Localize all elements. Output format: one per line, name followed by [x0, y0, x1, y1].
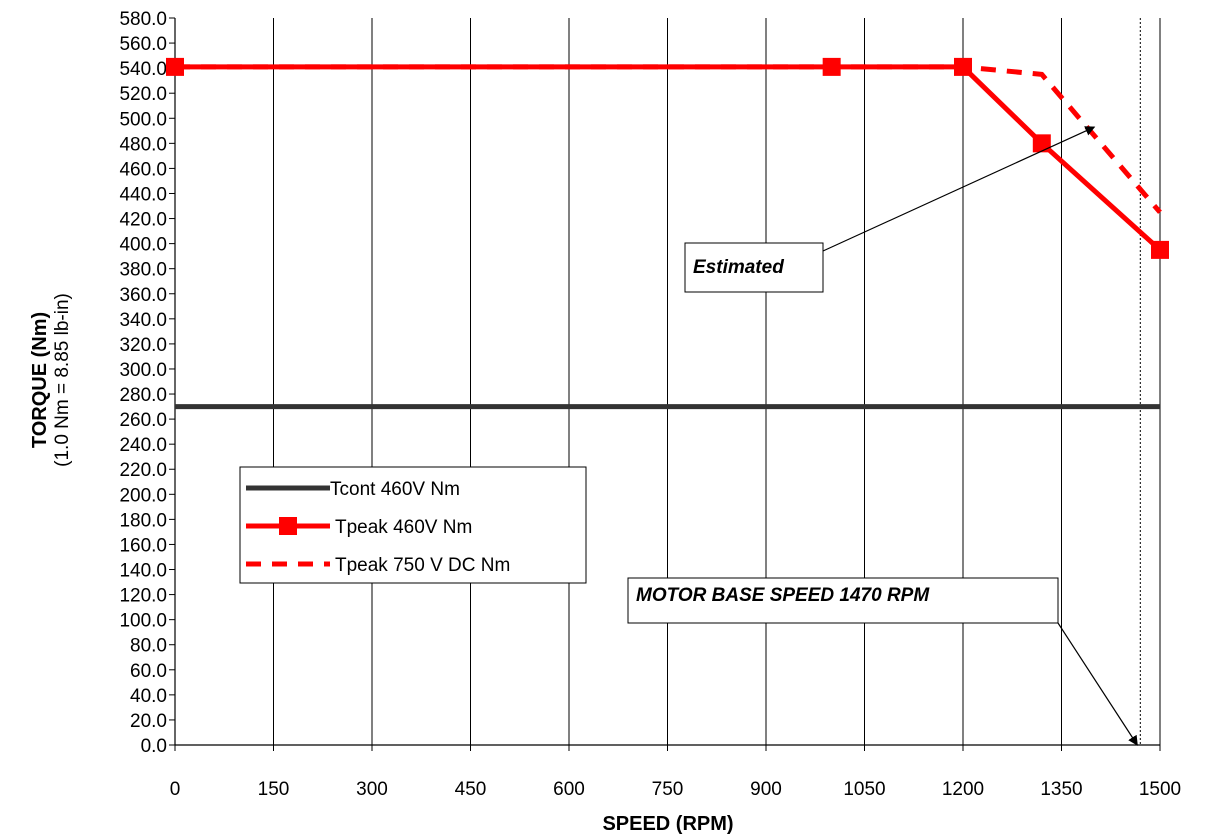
y-tick-label-380.0: 380.0: [119, 260, 167, 281]
y-tick-label-560.0: 560.0: [119, 34, 167, 55]
series-markers: [166, 57, 1169, 259]
y-tick-label-280.0: 280.0: [119, 385, 167, 406]
y-tick-label-460.0: 460.0: [119, 159, 167, 180]
legend-item-tcont: Tcont 460V Nm: [246, 479, 460, 500]
y-axis-subtitle: (1.0 Nm = 8.85 lb-in): [52, 293, 73, 467]
series-1-marker-3: [1032, 134, 1051, 153]
y-tick-label-160.0: 160.0: [119, 535, 167, 556]
legend-label-tcont: Tcont 460V Nm: [330, 479, 460, 500]
y-tick-label-400.0: 400.0: [119, 235, 167, 256]
y-tick-label-100.0: 100.0: [119, 611, 167, 632]
y-tick-labels: 0.0 20.0 40.0 60.0 80.0 100.0 120.0 140.0 160.0 1…: [119, 9, 175, 757]
y-tick-label-500.0: 500.0: [119, 109, 167, 130]
x-tick-label-1200: 1200: [942, 779, 984, 800]
y-tick-label-520.0: 520.0: [119, 84, 167, 105]
annotation-base-speed: MOTOR BASE SPEED 1470 RPM: [627, 577, 1138, 746]
y-tick-label-420.0: 420.0: [119, 210, 167, 231]
x-axis-title: SPEED (RPM): [602, 813, 733, 835]
x-tick-labels: 0 150 300 450 600 750 900 1050 1200 1350 1500: [170, 745, 1181, 800]
x-tick-label-450: 450: [455, 779, 487, 800]
x-tick-label-1050: 1050: [843, 779, 885, 800]
x-tick-label-900: 900: [750, 779, 782, 800]
y-tick-label-480.0: 480.0: [119, 134, 167, 155]
y-tick-label-580.0: 580.0: [119, 9, 167, 30]
y-tick-label-320.0: 320.0: [119, 335, 167, 356]
x-tick-label-150: 150: [258, 779, 290, 800]
y-tick-label-540.0: 540.0: [119, 59, 167, 80]
annotation-estimated-label: Estimated: [693, 257, 784, 278]
y-tick-label-20.0: 20.0: [130, 711, 167, 732]
legend: Tcont 460V Nm Tpeak 460V Nm Tpeak 750 V …: [239, 466, 587, 584]
legend-marker-tpeak-460: [279, 517, 297, 535]
y-tick-label-340.0: 340.0: [119, 310, 167, 331]
y-tick-label-60.0: 60.0: [130, 661, 167, 682]
x-tick-label-1500: 1500: [1139, 779, 1181, 800]
annotation-base-speed-box: [627, 577, 1059, 624]
y-tick-label-300.0: 300.0: [119, 360, 167, 381]
annotation-estimated-box: [684, 242, 824, 293]
x-tick-label-0: 0: [170, 779, 181, 800]
vertical-gridlines: [273, 18, 1161, 745]
x-tick-label-300: 300: [356, 779, 388, 800]
series-1-marker-0: [166, 57, 184, 76]
y-tick-label-0.0: 0.0: [141, 736, 167, 757]
y-tick-label-240.0: 240.0: [119, 435, 167, 456]
annotation-estimated-arrow: [822, 126, 1096, 252]
x-tick-label-600: 600: [553, 779, 585, 800]
y-tick-label-260.0: 260.0: [119, 410, 167, 431]
x-tick-label-750: 750: [652, 779, 684, 800]
legend-label-tpeak-750: Tpeak 750 V DC Nm: [335, 555, 510, 576]
legend-item-tpeak-750: Tpeak 750 V DC Nm: [246, 555, 510, 576]
y-tick-label-180.0: 180.0: [119, 510, 167, 531]
y-tick-label-220.0: 220.0: [119, 460, 167, 481]
legend-label-tpeak-460: Tpeak 460V Nm: [335, 517, 472, 538]
y-tick-label-40.0: 40.0: [130, 686, 167, 707]
y-tick-label-140.0: 140.0: [119, 561, 167, 582]
y-tick-label-440.0: 440.0: [119, 184, 167, 205]
series-1-marker-2: [954, 57, 972, 76]
annotation-base-speed-arrow: [1057, 622, 1138, 746]
y-tick-label-360.0: 360.0: [119, 285, 167, 306]
y-tick-label-200.0: 200.0: [119, 485, 167, 506]
y-tick-label-80.0: 80.0: [130, 636, 167, 657]
x-tick-label-1350: 1350: [1040, 779, 1082, 800]
annotation-base-speed-label: MOTOR BASE SPEED 1470 RPM: [636, 585, 930, 606]
y-tick-label-120.0: 120.0: [119, 586, 167, 607]
series-1-marker-1: [822, 57, 841, 76]
y-axis-title: TORQUE (Nm): [29, 312, 51, 448]
series-1-marker-4: [1151, 240, 1169, 259]
legend-item-tpeak-460: Tpeak 460V Nm: [246, 517, 472, 538]
annotation-estimated: Estimated: [684, 126, 1096, 293]
